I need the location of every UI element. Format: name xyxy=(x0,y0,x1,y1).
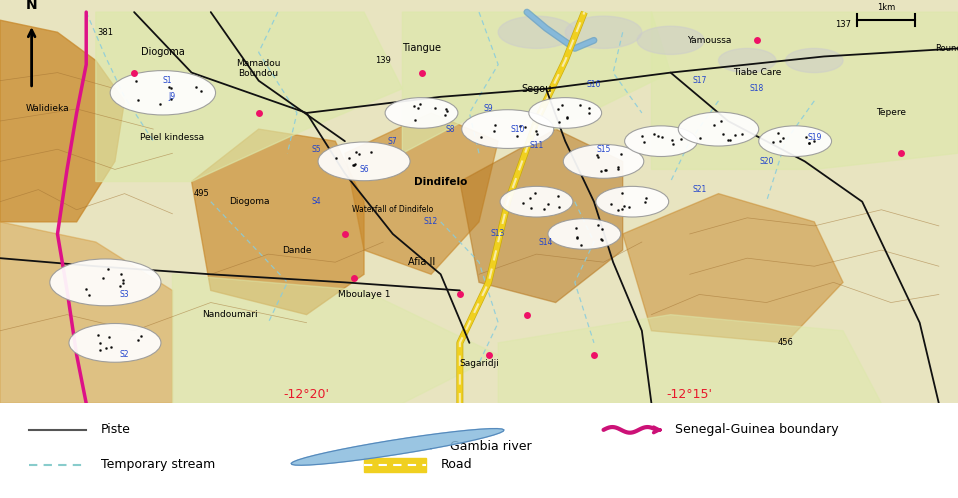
Polygon shape xyxy=(651,12,958,169)
Polygon shape xyxy=(0,20,125,222)
Text: S10: S10 xyxy=(510,124,525,133)
Polygon shape xyxy=(172,274,498,403)
Circle shape xyxy=(563,144,644,178)
Bar xyxy=(364,458,426,472)
Text: Road: Road xyxy=(441,458,472,472)
Circle shape xyxy=(718,48,776,73)
Text: Rounc: Rounc xyxy=(935,44,958,53)
Text: S9: S9 xyxy=(484,105,493,114)
Text: Gambia river: Gambia river xyxy=(450,440,532,453)
Text: S5: S5 xyxy=(311,145,321,154)
Circle shape xyxy=(759,126,832,156)
Text: S3: S3 xyxy=(120,290,129,299)
Circle shape xyxy=(385,98,458,128)
Text: Temporary stream: Temporary stream xyxy=(101,458,215,472)
Text: Diogoma: Diogoma xyxy=(229,197,269,206)
Text: 139: 139 xyxy=(376,56,391,65)
Text: Tepere: Tepere xyxy=(876,109,906,118)
Text: S6: S6 xyxy=(359,165,369,174)
Text: S4: S4 xyxy=(311,197,321,206)
Text: Waterfall of Dindifelo: Waterfall of Dindifelo xyxy=(353,205,433,214)
Circle shape xyxy=(596,186,669,217)
Text: S13: S13 xyxy=(490,230,506,239)
Circle shape xyxy=(69,324,161,362)
Text: S19: S19 xyxy=(807,132,822,141)
Text: Afia II: Afia II xyxy=(408,257,435,267)
Polygon shape xyxy=(0,222,172,403)
Text: J9: J9 xyxy=(169,92,176,101)
Text: N: N xyxy=(26,0,37,12)
Circle shape xyxy=(637,26,704,54)
Circle shape xyxy=(110,71,216,115)
Polygon shape xyxy=(498,315,881,403)
Circle shape xyxy=(462,110,554,148)
Circle shape xyxy=(678,112,759,146)
Text: 495: 495 xyxy=(194,189,209,198)
Text: Segou: Segou xyxy=(521,84,552,94)
Circle shape xyxy=(529,98,602,128)
Circle shape xyxy=(318,142,410,181)
Text: -12°15': -12°15' xyxy=(667,388,713,401)
Text: 1km: 1km xyxy=(877,3,896,12)
Text: Piste: Piste xyxy=(101,423,130,436)
Text: S14: S14 xyxy=(538,238,554,247)
Circle shape xyxy=(498,16,575,48)
Text: Diogoma: Diogoma xyxy=(141,47,185,57)
Text: S21: S21 xyxy=(693,185,706,194)
Text: S12: S12 xyxy=(424,217,438,227)
Polygon shape xyxy=(96,12,402,181)
Text: Senegal-Guinea boundary: Senegal-Guinea boundary xyxy=(675,423,839,436)
Text: S11: S11 xyxy=(530,141,543,150)
Text: S18: S18 xyxy=(750,84,764,93)
Polygon shape xyxy=(402,12,671,153)
Text: S7: S7 xyxy=(388,136,398,146)
Text: 456: 456 xyxy=(778,338,793,348)
Text: S17: S17 xyxy=(692,76,707,85)
Text: Yamoussa: Yamoussa xyxy=(687,36,731,45)
Polygon shape xyxy=(623,194,843,343)
Polygon shape xyxy=(192,129,364,315)
Text: S20: S20 xyxy=(759,157,774,166)
Text: Nandoumari: Nandoumari xyxy=(202,310,258,319)
Polygon shape xyxy=(345,113,498,274)
Text: Pelel kindessa: Pelel kindessa xyxy=(141,132,204,141)
Circle shape xyxy=(500,186,573,217)
Text: Dindifelo: Dindifelo xyxy=(414,176,468,187)
Circle shape xyxy=(565,16,642,48)
Text: Tiangue: Tiangue xyxy=(402,43,441,53)
Circle shape xyxy=(625,126,697,156)
Text: S16: S16 xyxy=(586,80,602,89)
Text: Mamadou
Boundou: Mamadou Boundou xyxy=(237,59,281,78)
Circle shape xyxy=(50,259,161,306)
Text: Sagaridji: Sagaridji xyxy=(459,359,499,368)
Text: 381: 381 xyxy=(98,28,113,37)
Polygon shape xyxy=(291,429,504,465)
Text: -12°20': -12°20' xyxy=(284,388,330,401)
Circle shape xyxy=(786,48,843,73)
Text: S2: S2 xyxy=(120,351,129,360)
Polygon shape xyxy=(460,129,623,302)
Text: S8: S8 xyxy=(445,124,455,133)
Text: Mboulaye 1: Mboulaye 1 xyxy=(338,290,390,299)
Text: Dande: Dande xyxy=(283,246,311,254)
Text: Tiabe Care: Tiabe Care xyxy=(733,68,781,77)
Text: 137: 137 xyxy=(835,20,851,29)
Circle shape xyxy=(548,219,621,249)
Text: Walidieka: Walidieka xyxy=(26,105,70,114)
Text: S1: S1 xyxy=(163,76,172,85)
Text: S15: S15 xyxy=(596,145,611,154)
